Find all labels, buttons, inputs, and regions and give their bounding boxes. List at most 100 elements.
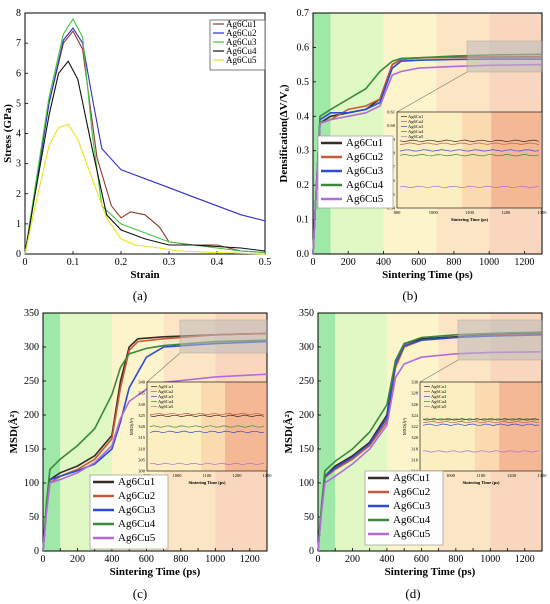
x-tick-label: 0 [311,257,316,268]
x-tick-label: 0.3 [163,257,176,268]
inset-y-tick-label: 310 [138,446,146,451]
y-tick-label: 7 [16,38,21,49]
legend-label-ag6cu2: Ag6Cu2 [118,490,155,502]
chart-panel-a: 0 0.1 0.2 0.3 0.4 0.5 0 1 2 3 4 5 6 7 8 Strain Stress (G… [2,8,271,303]
zoom-connector [396,71,468,113]
inset-series-ag6cu5 [149,462,265,466]
inset-legend-label: Ag6Cu3 [431,394,447,399]
panel-label: (b) [402,288,417,303]
y-tick-label: 250 [24,376,39,387]
legend-label-ag6cu3: Ag6Cu3 [118,504,156,516]
inset-y-label: MSD(Å²) [129,417,134,435]
y-tick-label: 350 [299,308,314,319]
inset-legend-label: Ag6Cu1 [431,384,446,389]
legend: Ag6Cu1 Ag6Cu2 Ag6Cu3 Ag6Cu4 Ag6Cu5 [364,470,444,546]
time-band [330,13,384,254]
x-tick-label: 0 [316,554,321,565]
series-line-ag6cu5 [312,63,543,255]
inset-series-ag6cu1 [149,414,265,417]
zoom-region [466,40,543,73]
inset-x-tick-label: 1200 [233,473,243,478]
inset-series-ag6cu4 [399,154,540,157]
legend-label-ag6cu3: Ag6Cu3 [346,165,384,177]
legend-label-ag6cu4: Ag6Cu4 [346,179,384,191]
inset-band [225,382,267,471]
inset-legend-label: Ag6Cu5 [158,404,174,409]
x-axis-label: Sintering Time (ps) [385,566,476,578]
legend-label-ag6cu2: Ag6Cu2 [346,151,383,163]
legend-box [209,19,266,71]
y-tick-label: 150 [299,444,314,455]
x-tick-label: 0.4 [211,257,224,268]
x-tick-label: 0 [41,554,46,565]
series-line-ag6cu2 [24,27,266,255]
legend-label-ag6cu3: Ag6Cu3 [393,500,431,512]
legend-label-ag6cu4: Ag6Cu4 [118,518,156,530]
y-tick-label: 300 [299,342,314,353]
inset-band [474,382,500,471]
x-tick-label: 0.1 [67,257,80,268]
y-tick-label: 150 [24,444,39,455]
series-line-ag6cu5 [317,351,543,552]
panel-label: (d) [405,586,420,601]
legend-box [364,470,444,546]
x-tick-label: 0.2 [115,257,128,268]
zoom-region [179,319,268,354]
inset-series-ag6cu3 [422,423,540,426]
inset-y-tick-label: 322 [411,424,418,429]
legend-label-ag6cu5: Ag6Cu5 [346,193,384,205]
legend-label-ag6cu4: Ag6Cu4 [226,46,257,56]
inset-x-tick-label: 1200 [501,210,511,215]
inset-series-ag6cu4 [422,418,540,421]
legend-label-ag6cu5: Ag6Cu5 [118,532,156,544]
inset-y-tick-label: 328 [411,391,419,396]
legend-label-ag6cu2: Ag6Cu2 [226,28,257,38]
inset-band [491,112,542,208]
x-tick-label: 600 [414,554,429,565]
x-tick-label: 200 [345,554,360,565]
x-tick-label: 1200 [514,257,534,268]
x-tick-label: 0 [23,257,28,268]
y-axis-label: MSD(Å²) [283,410,295,453]
x-tick-label: 600 [139,554,154,565]
inset-series-ag6cu1 [399,139,540,142]
y-tick-label: 300 [24,342,39,353]
y-tick-label: 0.1 [297,215,310,226]
y-tick-label: 6 [16,68,21,79]
x-tick-label: 600 [411,257,426,268]
inset-series-ag6cu2 [422,420,540,424]
inset-y-tick-label: 320 [138,424,146,429]
inset-legend-label: Ag6Cu2 [158,389,173,394]
inset-y-tick-label: 316 [411,457,419,462]
x-tick-label: 800 [173,554,188,565]
panel-label: (c) [133,586,147,601]
inset-y-tick-label: 0.61 [387,110,395,115]
zoom-connector [146,352,181,383]
inset-band [462,112,492,208]
y-tick-label: 50 [29,512,39,523]
x-tick-label: 0.5 [259,257,272,268]
y-tick-label: 0 [34,546,39,557]
x-tick-label: 1200 [515,554,535,565]
series-line-ag6cu4 [317,331,543,552]
inset-x-tick-label: 1000 [446,473,456,478]
inset-x-tick-label: 1200 [507,473,517,478]
legend-label-ag6cu5: Ag6Cu5 [226,55,257,65]
x-tick-label: 1000 [480,554,500,565]
inset-y-tick-label: 326 [411,402,419,407]
inset-legend-label: Ag6Cu1 [158,384,173,389]
inset-legend-label: Ag6Cu4 [431,399,447,404]
legend-label-ag6cu1: Ag6Cu1 [118,476,155,488]
inset-plot: Ag6Cu1Ag6Cu2Ag6Cu3Ag6Cu4Ag6Cu59001000110… [129,380,272,486]
inset-series-ag6cu3 [399,149,540,152]
x-axis-label: Sintering Time (ps) [110,566,201,578]
chart-panel-d: 0 200 400 600 800 1000 1200 0 50 100 150 200 250 300 3… [283,308,547,601]
inset-x-tick-label: 1100 [477,473,487,478]
series-line-ag6cu3 [42,340,268,552]
y-tick-label: 200 [24,410,39,421]
inset-series-ag6cu3 [149,430,265,433]
inset-frame [419,381,543,472]
x-axis-label: Sintering Time (ps) [382,269,473,281]
y-tick-label: 0.6 [297,42,310,53]
inset-frame [396,111,543,209]
